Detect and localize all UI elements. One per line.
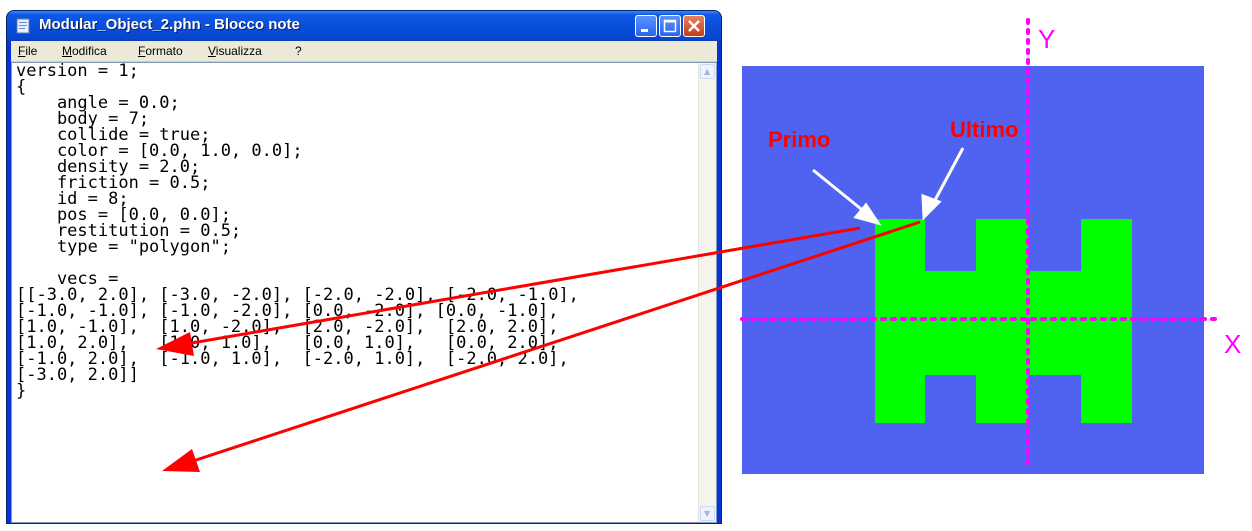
scroll-up-button[interactable]: ▲ [700,64,715,79]
code-line: angle = 0.0; [16,93,180,113]
code-line: version = 1; [16,62,139,81]
notepad-window: Modular_Object_2.phn - Blocco note File … [6,10,722,524]
chevron-up-icon: ▲ [704,67,711,76]
code-line: { [16,77,27,97]
code-line: id = 8; [16,189,129,209]
code-line: } [16,381,27,401]
menu-visualizza[interactable]: Visualizza [208,44,262,58]
window-client: File Modifica Formato Visualizza ? versi… [11,41,717,523]
code-line: body = 7; [16,109,150,129]
editor-text: version = 1;{ angle = 0.0; body = 7; col… [16,62,579,401]
close-button[interactable] [683,15,705,37]
code-line: vecs = [16,269,119,289]
code-line: friction = 0.5; [16,173,211,193]
x-axis-label: X [1224,329,1241,359]
text-editor[interactable]: version = 1;{ angle = 0.0; body = 7; col… [11,62,717,523]
minimize-button[interactable] [635,15,657,37]
code-line: color = [0.0, 1.0, 0.0]; [16,141,303,161]
title-bar[interactable]: Modular_Object_2.phn - Blocco note [7,11,721,41]
menu-formato[interactable]: Formato [138,44,183,58]
menu-modifica[interactable]: Modifica [62,44,107,58]
menu-bar: File Modifica Formato Visualizza ? [11,41,717,62]
code-line: collide = true; [16,125,211,145]
menu-help[interactable]: ? [295,44,302,58]
code-line: density = 2.0; [16,157,201,177]
maximize-button[interactable] [659,15,681,37]
ultimo-label: Ultimo [950,117,1018,142]
scroll-down-button[interactable]: ▼ [700,506,715,521]
code-line: pos = [0.0, 0.0]; [16,205,231,225]
white-arrows [812,147,965,226]
notepad-icon [16,18,30,34]
y-axis-label: Y [1038,24,1055,54]
menu-file[interactable]: File [18,44,38,58]
polygon-diagram: Y X Primo Ultimo [730,10,1252,527]
window-title: Modular_Object_2.phn - Blocco note [39,16,300,33]
code-line: [-3.0, 2.0]] [16,365,139,385]
code-line: type = "polygon"; [16,237,231,257]
chevron-down-icon: ▼ [704,509,711,518]
primo-label: Primo [768,127,830,152]
vertical-scrollbar[interactable]: ▲ ▼ [698,63,716,522]
